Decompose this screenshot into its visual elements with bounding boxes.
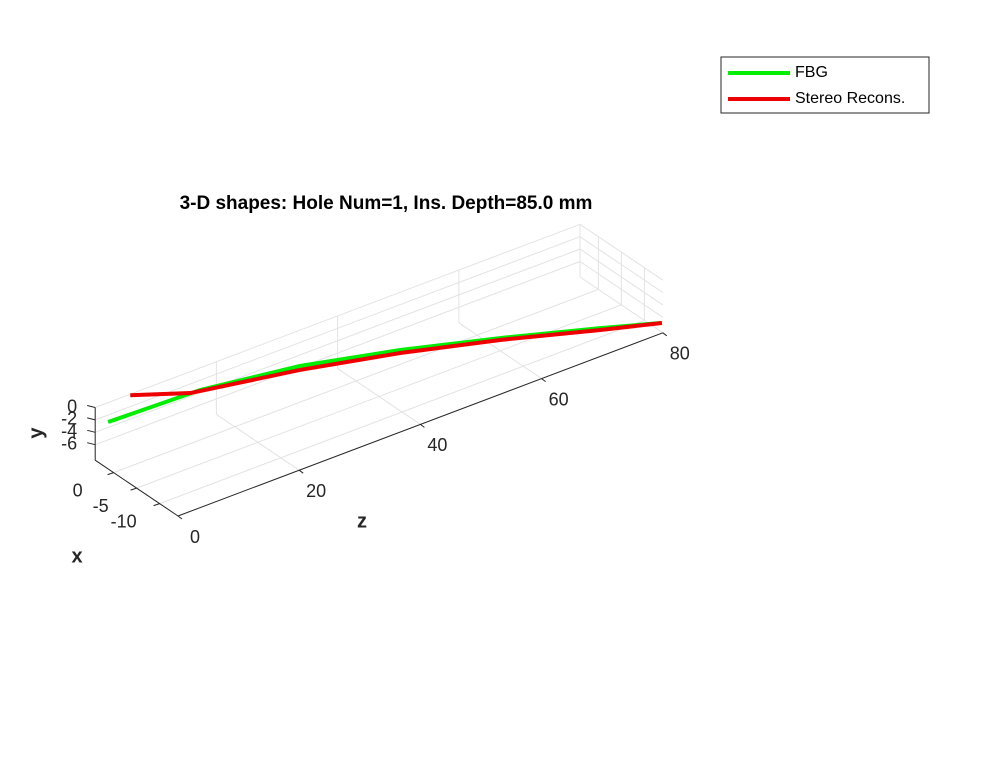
y-tick — [87, 417, 96, 421]
grid-line — [95, 261, 581, 446]
y-tick-label: 0 — [67, 396, 77, 416]
grid-line — [95, 236, 581, 421]
x-tick — [130, 487, 137, 491]
z-tick — [662, 332, 668, 337]
z-tick-label: 20 — [306, 481, 326, 501]
grid-line — [113, 288, 599, 474]
z-tick — [177, 515, 183, 520]
x-tick — [107, 472, 114, 476]
z-axis-label: z — [357, 510, 367, 532]
z-tick — [420, 423, 425, 428]
y-tick-label: -6 — [61, 433, 77, 453]
data-line — [130, 321, 663, 398]
y-axis-label: y — [25, 427, 47, 439]
z-tick-label: 80 — [670, 344, 690, 364]
legend-label: FBG — [795, 64, 828, 81]
z-tick-label: 40 — [427, 435, 447, 455]
y-tick-label: -2 — [61, 409, 77, 429]
x-tick-label: 0 — [73, 480, 83, 500]
z-tick-label: 60 — [549, 389, 569, 409]
z-tick — [298, 469, 304, 474]
grid-line — [95, 248, 581, 433]
x-tick — [153, 503, 160, 507]
y-tick — [87, 442, 96, 446]
chart-title: 3-D shapes: Hole Num=1, Ins. Depth=85.0 … — [180, 193, 593, 214]
grid-line — [95, 223, 581, 408]
legend-box — [720, 56, 930, 114]
y-tick-label: -4 — [61, 421, 77, 441]
legend-label: Stereo Recons. — [795, 90, 905, 107]
x-axis-label: x — [71, 545, 82, 567]
y-tick — [87, 429, 96, 433]
data-line — [107, 320, 663, 424]
z-tick — [541, 378, 546, 383]
z-tick-label: 0 — [190, 527, 200, 547]
x-tick-label: -5 — [93, 496, 109, 516]
legend: FBG Stereo Recons. — [720, 56, 930, 114]
grid-line — [159, 319, 645, 505]
x-tick-label: -10 — [111, 511, 137, 531]
y-tick — [87, 405, 96, 408]
